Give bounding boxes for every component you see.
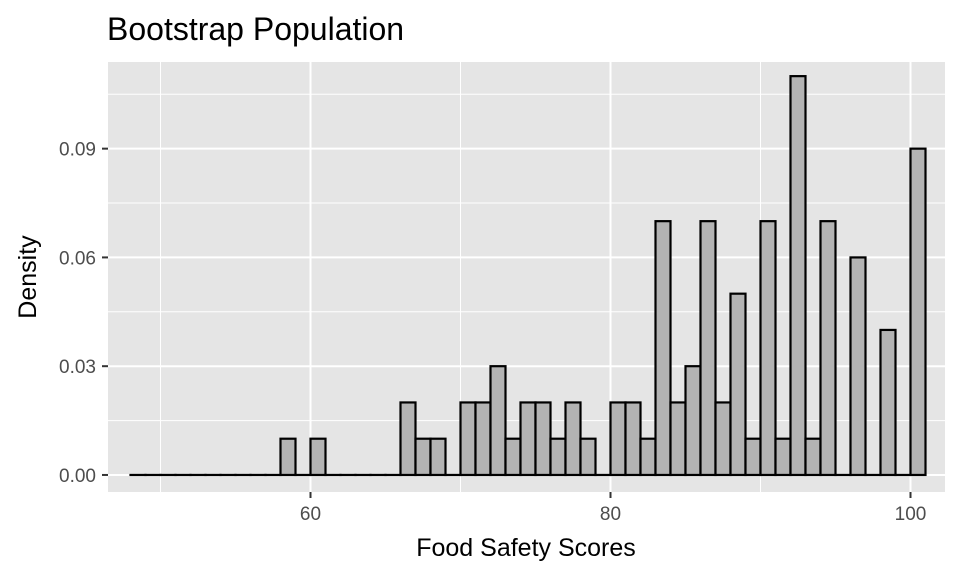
histogram-bars bbox=[129, 75, 927, 477]
histogram-bar bbox=[279, 437, 297, 477]
histogram-bar bbox=[804, 437, 822, 477]
histogram-bar bbox=[459, 401, 477, 477]
histogram-bar bbox=[489, 365, 507, 477]
x-tick-label: 100 bbox=[895, 504, 927, 525]
histogram-bar bbox=[789, 75, 807, 477]
histogram-bar bbox=[849, 256, 867, 477]
y-axis-title: Density bbox=[14, 235, 42, 319]
histogram-bar bbox=[909, 147, 927, 477]
histogram-bar bbox=[429, 437, 447, 477]
histogram-bar bbox=[624, 401, 642, 477]
histogram-bar bbox=[549, 437, 567, 477]
histogram-bar bbox=[504, 437, 522, 477]
x-tick-label: 60 bbox=[300, 504, 321, 525]
y-tick-label: 0.03 bbox=[59, 357, 96, 378]
x-tick-label: 80 bbox=[600, 504, 621, 525]
histogram-bar bbox=[729, 292, 747, 477]
y-tick-label: 0.09 bbox=[59, 140, 96, 161]
histogram-bar bbox=[684, 365, 702, 477]
y-axis: 0.00 0.03 0.06 0.09 bbox=[59, 140, 108, 487]
histogram-bar bbox=[309, 437, 327, 477]
histogram-bar bbox=[714, 401, 732, 477]
histogram-bar bbox=[639, 437, 657, 477]
histogram-bar bbox=[534, 401, 552, 477]
histogram-bar bbox=[519, 401, 537, 477]
histogram-bar bbox=[414, 437, 432, 477]
histogram-bar bbox=[654, 220, 672, 477]
histogram-bar bbox=[609, 401, 627, 477]
chart-title: Bootstrap Population bbox=[107, 11, 404, 47]
histogram-bar bbox=[564, 401, 582, 477]
histogram-bar bbox=[774, 437, 792, 477]
y-tick-label: 0.00 bbox=[59, 466, 96, 487]
histogram-bar bbox=[879, 328, 897, 477]
x-axis-title: Food Safety Scores bbox=[416, 534, 636, 562]
y-tick-label: 0.06 bbox=[59, 248, 96, 269]
histogram-bar bbox=[819, 220, 837, 477]
histogram-bar bbox=[579, 437, 597, 477]
histogram-bar bbox=[759, 220, 777, 477]
histogram-bar bbox=[699, 220, 717, 477]
x-axis: 60 80 100 bbox=[300, 492, 926, 525]
histogram-bar bbox=[744, 437, 762, 477]
histogram-bar bbox=[399, 401, 417, 477]
histogram-bar bbox=[669, 401, 687, 477]
histogram-bar bbox=[474, 401, 492, 477]
